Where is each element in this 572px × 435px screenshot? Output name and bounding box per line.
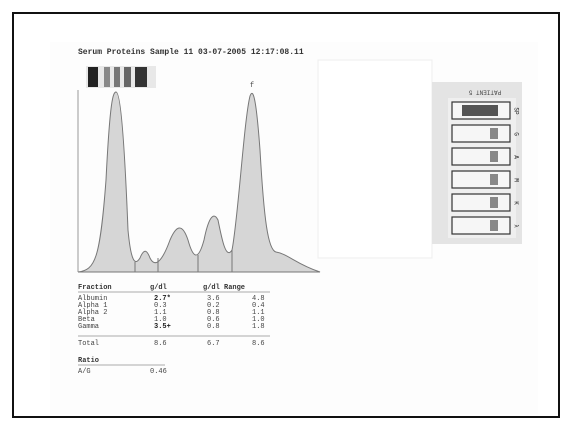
lane-label: K xyxy=(512,201,519,205)
cell: 1.8 xyxy=(252,323,265,331)
cell: 8.6 xyxy=(252,340,265,348)
ratio-label: A/G xyxy=(78,368,91,376)
lane-label: λ xyxy=(512,224,519,228)
ratio-value: 0.46 xyxy=(150,368,167,376)
lane-band xyxy=(462,105,498,116)
cell: 6.7 xyxy=(207,340,220,348)
lane-box xyxy=(452,125,510,142)
lane-band xyxy=(490,174,498,185)
lane-band xyxy=(490,151,498,162)
lane-label: SP xyxy=(512,107,519,115)
column-header: g/dl xyxy=(150,284,167,292)
lane-label: G xyxy=(512,132,519,136)
peak-mark: f xyxy=(250,82,254,90)
lane-band xyxy=(490,128,498,139)
lane-box xyxy=(452,148,510,165)
paper-sheet xyxy=(318,60,432,258)
patient-label: PATIENT 5 xyxy=(468,88,501,95)
lane-band xyxy=(490,220,498,231)
cell: 3.5+ xyxy=(154,323,171,331)
ratio-title: Ratio xyxy=(78,357,99,365)
cell: 8.6 xyxy=(154,340,167,348)
cell: Total xyxy=(78,340,99,348)
lane-label: A xyxy=(512,155,519,159)
cell: Gamma xyxy=(78,323,99,331)
column-header: Fraction xyxy=(78,284,112,292)
screenshot: Serum Proteins Sample 11 03-07-2005 12:1… xyxy=(0,0,572,430)
lane-band xyxy=(490,197,498,208)
cell: 0.8 xyxy=(207,323,220,331)
gel-strip xyxy=(86,66,156,88)
lane-box xyxy=(452,194,510,211)
lane-box xyxy=(452,171,510,188)
lane-label: M xyxy=(512,178,519,182)
title: Serum Proteins Sample 11 03-07-2005 12:1… xyxy=(78,48,304,57)
column-header: g/dl Range xyxy=(203,284,245,292)
lane-box xyxy=(452,217,510,234)
